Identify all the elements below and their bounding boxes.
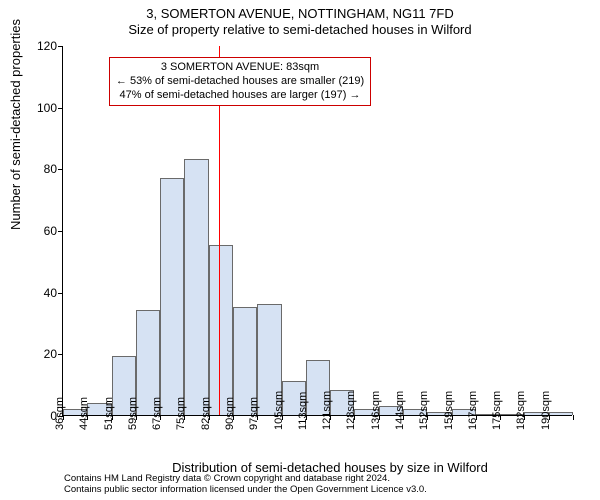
y-tick-label: 100: [23, 101, 57, 115]
y-tick-label: 80: [23, 162, 57, 176]
footer-line-2: Contains public sector information licen…: [64, 485, 427, 496]
histogram-bar: [184, 159, 208, 415]
title-line-1: 3, SOMERTON AVENUE, NOTTINGHAM, NG11 7FD: [0, 6, 600, 22]
title-line-2: Size of property relative to semi-detach…: [0, 22, 600, 38]
histogram-chart: 02040608010012036sqm44sqm51sqm59sqm67sqm…: [62, 46, 572, 416]
histogram-bar: [209, 245, 233, 415]
annotation-line-3: 47% of semi-detached houses are larger (…: [116, 89, 364, 103]
y-tick-mark: [58, 354, 63, 355]
chart-title-block: 3, SOMERTON AVENUE, NOTTINGHAM, NG11 7FD…: [0, 0, 600, 39]
y-tick-mark: [58, 169, 63, 170]
y-tick-mark: [58, 46, 63, 47]
annotation-line-2: ← 53% of semi-detached houses are smalle…: [116, 75, 364, 89]
y-tick-mark: [58, 293, 63, 294]
y-tick-label: 0: [23, 409, 57, 423]
annotation-line-1: 3 SOMERTON AVENUE: 83sqm: [116, 61, 364, 75]
y-tick-mark: [58, 231, 63, 232]
annotation-box: 3 SOMERTON AVENUE: 83sqm← 53% of semi-de…: [109, 57, 371, 106]
footer-attribution: Contains HM Land Registry data © Crown c…: [64, 474, 427, 496]
y-tick-mark: [58, 108, 63, 109]
y-tick-label: 20: [23, 347, 57, 361]
histogram-bar: [160, 178, 184, 415]
x-tick-mark: [573, 415, 574, 420]
y-tick-label: 40: [23, 286, 57, 300]
y-tick-label: 60: [23, 224, 57, 238]
y-axis-label: Number of semi-detached properties: [8, 19, 23, 230]
y-tick-label: 120: [23, 39, 57, 53]
histogram-bar: [549, 412, 573, 415]
